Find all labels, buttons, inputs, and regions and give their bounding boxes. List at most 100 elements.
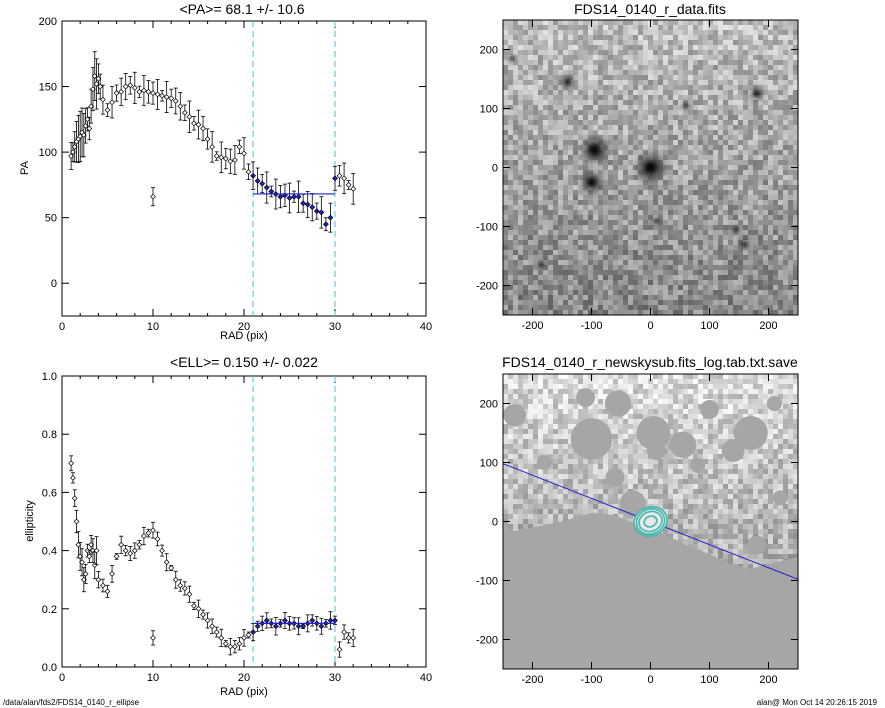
ell-point [191,601,197,610]
ell-point [113,553,120,560]
source-core [509,56,514,61]
mask-blob [733,416,768,450]
ell-ytick-label: 0.4 [42,546,57,558]
pa-point [127,75,134,95]
data-image-xtick-label: -200 [521,320,543,332]
pa-point [141,75,147,106]
masked-image-xtick-label: 200 [759,674,777,686]
pa-point [323,217,329,232]
mask-blob [646,441,666,461]
pa-point [341,162,347,194]
pa-point [232,145,238,175]
pa-points [68,51,357,233]
pa-point [154,79,161,110]
pa-point [259,174,266,194]
ell-point [232,639,238,654]
mask-blob [570,418,613,460]
ell-point [70,472,76,484]
data-image-title: FDS14_0140_r_data.fits [574,1,726,17]
masked-image-ytick-label: -200 [476,635,498,647]
ell-point [227,637,234,656]
ell-xtick-label: 40 [420,672,432,684]
ell-point [318,617,325,635]
pa-point [282,183,288,208]
mask-blob [747,535,767,555]
pa-title: <PA>= 68.1 +/- 10.6 [179,1,304,17]
mask-blob [772,490,788,506]
data-image-ytick-label: -200 [476,281,498,293]
pa-xtick-label: 0 [59,321,65,333]
ell-point [141,526,147,546]
pa-point [236,139,243,154]
pa-point [195,109,202,140]
pa-point [318,196,325,229]
mask-blob [605,467,625,487]
ell-point [86,549,93,564]
pa-point [336,164,343,187]
ell-xtick-label: 0 [59,672,65,684]
pa-point [313,202,320,220]
pa-point [250,161,256,190]
data-image-xtick-label: 200 [759,320,777,332]
ell-point [282,612,288,629]
data-image-x-ticks: -200 -100 0 100 200 [521,20,778,332]
pa-point [86,116,93,141]
ell-point [332,615,338,626]
ell-y-ticks: 0.0 0.2 0.4 0.6 0.8 1.0 [42,371,426,674]
mask-blob [766,395,782,412]
ell-x-label: RAD (pix) [220,686,268,698]
ell-point [350,628,357,647]
ell-point [195,599,202,618]
ell-points [68,455,357,658]
pa-panel: <PA>= 68.1 +/- 10.6 0 50 100 150 200 0 10 20 30… [19,1,432,342]
pa-point [104,103,111,117]
pa-xtick-label: 20 [238,321,250,333]
ell-point [263,612,270,629]
pa-point [345,180,352,190]
masked-image-xtick-label: 100 [700,674,718,686]
masked-image-title: FDS14_0140_r_newskysub.fits_log.tab.txt.… [502,354,798,370]
ell-point [254,620,261,632]
masked-image [503,374,798,669]
data-image-ytick-label: 0 [492,163,498,175]
ell-axes-frame [61,375,427,668]
mask-blob [700,399,719,419]
source-core [754,91,760,97]
pa-point [200,115,206,142]
pa-point [327,202,334,233]
mask-blob [619,490,647,518]
ell-point [218,628,225,647]
ell-point [168,565,175,571]
pa-point [186,100,193,133]
data-image [503,20,798,315]
pa-ytick-label: 200 [39,16,57,28]
pa-point [109,86,115,119]
ell-point [150,521,156,539]
ell-point [213,626,220,638]
mask-blob [503,403,527,427]
ell-point [309,614,316,627]
footer-user-date: alan@ Mon Oct 14 20:26:15 2019 [757,698,878,707]
data-image-xtick-label: 100 [700,320,718,332]
ell-point [82,563,89,584]
ell-point [127,546,134,562]
ell-point [150,630,156,646]
ell-point [68,455,74,472]
pa-xtick-label: 30 [329,321,341,333]
pa-point [300,193,307,213]
source-core [734,227,739,232]
ell-point [341,624,347,640]
ell-point [109,565,115,583]
pa-point [100,84,106,115]
source-core [565,79,571,85]
pa-xtick-label: 40 [420,321,432,333]
pa-point [91,51,98,101]
pa-point [245,163,252,181]
pa-point [241,137,247,170]
mask-blob [636,416,671,450]
pa-point [118,77,125,106]
pa-point [159,90,165,102]
pa-point [84,107,91,132]
pa-point [122,73,129,101]
